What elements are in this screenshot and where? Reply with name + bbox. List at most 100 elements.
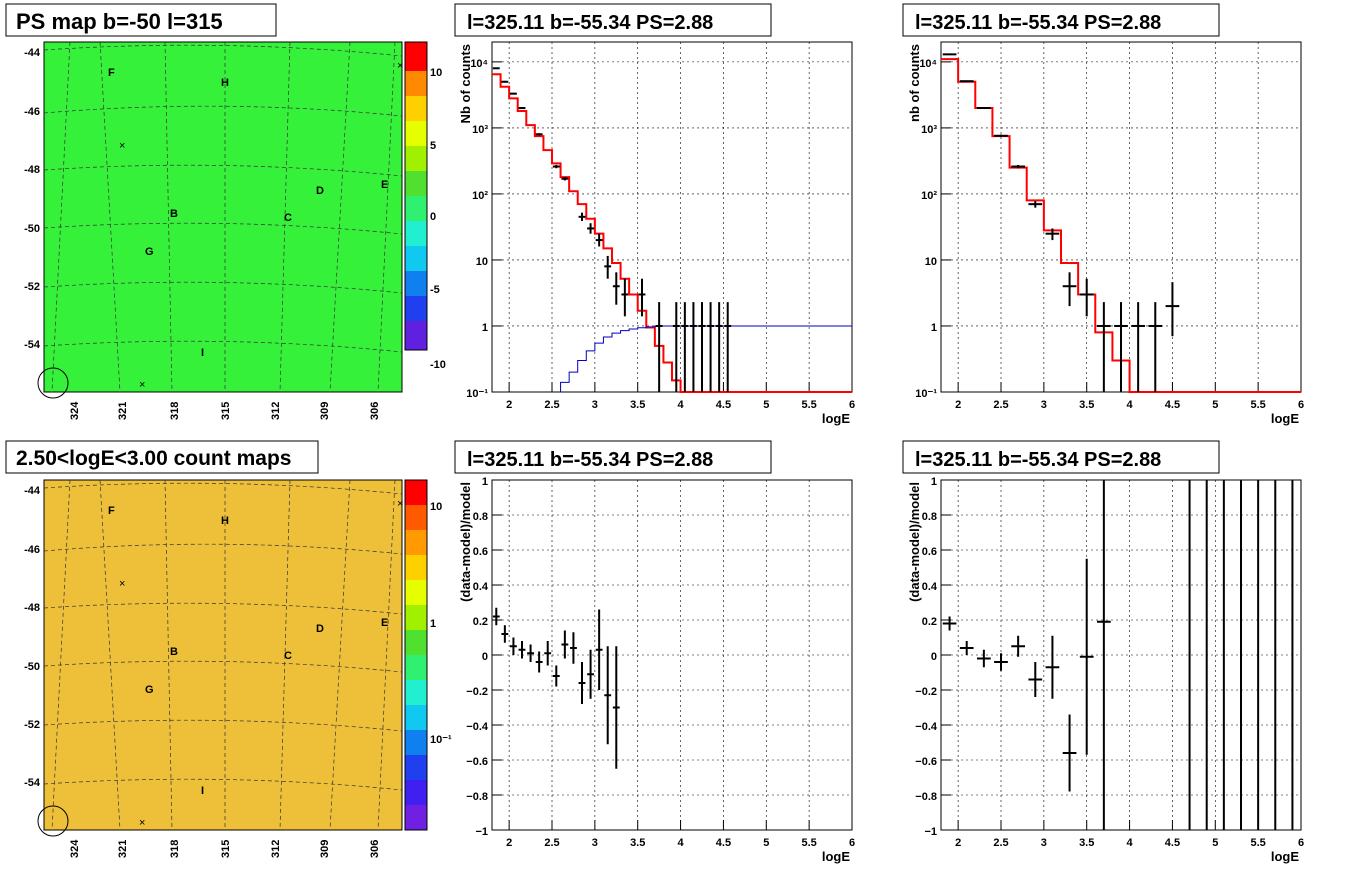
tick-label: 309	[319, 402, 331, 420]
x-tick-label: 2.5	[993, 399, 1008, 411]
y-tick-label: −0.8	[915, 791, 937, 803]
map-x-tick-labels: 324 321 318 315 312 309 306	[69, 401, 381, 420]
y-tick-label: 0.2	[922, 616, 937, 628]
psf-circle	[37, 805, 69, 837]
x-tick-label: 2.5	[993, 837, 1008, 849]
residual-chart-coarse: l=325.11 b=-55.34 PS=2.88 2 2.5 3 3.5 4 4.5 5 5.…	[902, 440, 1304, 864]
y-tick-label: 10⁻¹	[466, 388, 488, 400]
chart-title: l=325.11 b=-55.34 PS=2.88	[915, 12, 1161, 34]
y-tick-label: 0.2	[473, 616, 488, 628]
x-tick-label: 3.5	[1079, 837, 1094, 849]
cross-marker: ×	[397, 60, 403, 72]
x-tick-label: 5	[1212, 399, 1218, 411]
y-tick-label: 0.8	[922, 511, 937, 523]
x-tick-label: 6	[849, 399, 855, 411]
map-y-tick-labels: -44 -46 -48 -50 -52 -54	[24, 47, 41, 351]
y-tick-label: −1	[475, 826, 488, 838]
palette-label: -5	[430, 284, 440, 296]
x-tick-label: 3.5	[1079, 399, 1094, 411]
source-markers: F H D E B C G I	[108, 67, 388, 359]
y-tick-label: −0.8	[466, 791, 488, 803]
tick-label: -46	[24, 544, 40, 556]
y-axis-label: (data-model)/model	[458, 482, 473, 602]
tick-label: -44	[24, 47, 41, 59]
y-tick-label: 0.4	[922, 581, 938, 593]
x-tick-label: 5	[763, 837, 769, 849]
model-histogram	[492, 73, 852, 393]
residual-chart-fine: l=325.11 b=-55.34 PS=2.88 2 2.5 3 3.5 4 4.5 5 5.…	[454, 440, 855, 864]
cross-marker: ×	[139, 379, 145, 391]
tick-label: 318	[169, 402, 181, 420]
tick-label: -54	[24, 777, 41, 789]
cross-marker: ×	[119, 578, 125, 590]
x-tick-label: 3.5	[630, 399, 645, 411]
palette-label: 5	[430, 140, 436, 152]
marker-label: F	[108, 67, 115, 79]
y-tick-label: 10³	[472, 124, 488, 136]
x-tick-label: 5.5	[1250, 399, 1265, 411]
map-title-box	[5, 3, 277, 37]
cross-marker: ×	[119, 140, 125, 152]
y-tick-label: 10⁻¹	[915, 388, 937, 400]
x-tick-label: 3	[1041, 837, 1047, 849]
psf-circle	[37, 367, 69, 399]
spectrum-chart-fine: l=325.11 b=-55.34 PS=2.88 2 2.5 3 3.5 4 4.5 5 5.…	[454, 3, 855, 426]
marker-label: C	[284, 212, 292, 224]
y-tick-label: 10⁴	[919, 58, 937, 70]
map-x-tick-labels: 324 321 318 315 312 309 306	[69, 839, 381, 858]
x-tick-label: 2	[506, 399, 512, 411]
marker-label: G	[145, 246, 154, 258]
tick-label: -50	[24, 661, 40, 673]
y-tick-label: 10²	[921, 190, 937, 202]
tick-label: -52	[24, 281, 40, 293]
x-tick-label: 2	[506, 837, 512, 849]
palette-label: 0	[430, 211, 436, 223]
y-tick-label: 10⁴	[470, 58, 488, 70]
map-title: PS map b=-50 l=315	[16, 9, 223, 34]
tick-label: 321	[117, 402, 129, 420]
palette-label: 10	[430, 67, 442, 79]
marker-label: E	[381, 617, 388, 629]
y-axis-label: nb of counts	[907, 44, 922, 122]
chart-title: l=325.11 b=-55.34 PS=2.88	[467, 12, 713, 34]
palette-labels: 10 5 0 -5 -10	[430, 67, 446, 371]
y-tick-label: 0.6	[473, 546, 488, 558]
tick-label: -48	[24, 164, 40, 176]
marker-label: I	[201, 785, 204, 797]
y-tick-label: −0.6	[915, 756, 937, 768]
y-tick-label: −0.2	[466, 686, 488, 698]
marker-label: B	[170, 208, 178, 220]
marker-label: E	[381, 179, 388, 191]
y-tick-label: −0.2	[915, 686, 937, 698]
tick-label: 306	[369, 840, 381, 858]
x-tick-label: 3	[1041, 399, 1047, 411]
y-tick-label: 1	[931, 322, 937, 334]
y-tick-label: −0.4	[466, 721, 489, 733]
tick-label: -52	[24, 719, 40, 731]
tick-label: 315	[220, 402, 232, 420]
x-tick-label: 2	[955, 837, 961, 849]
chart-title-box	[902, 3, 1220, 37]
x-tick-label: 4	[1127, 399, 1134, 411]
y-tick-label: 0.6	[922, 546, 937, 558]
x-tick-label: 3	[592, 837, 598, 849]
y-axis-label: (data-model)/model	[907, 482, 922, 602]
x-tick-label: 4	[1127, 837, 1134, 849]
tick-label: 324	[69, 839, 81, 858]
marker-label: F	[108, 505, 115, 517]
map-coordinate-grid	[43, 479, 403, 831]
map-coordinate-grid	[43, 41, 403, 393]
chart-title-box	[902, 440, 1220, 474]
tick-label: -46	[24, 106, 40, 118]
y-tick-label: 10	[476, 256, 488, 268]
color-palette	[404, 41, 428, 351]
y-tick-label: 10³	[921, 124, 937, 136]
x-tick-label: 6	[1298, 399, 1304, 411]
y-tick-label: 0	[931, 651, 937, 663]
map-y-tick-labels: -44 -46 -48 -50 -52 -54	[24, 485, 41, 789]
tick-label: 324	[69, 401, 81, 420]
tick-label: 312	[270, 402, 282, 420]
tick-label: 321	[117, 840, 129, 858]
model-histogram	[941, 58, 1301, 393]
map-title: 2.50<logE<3.00 count maps	[16, 447, 291, 470]
